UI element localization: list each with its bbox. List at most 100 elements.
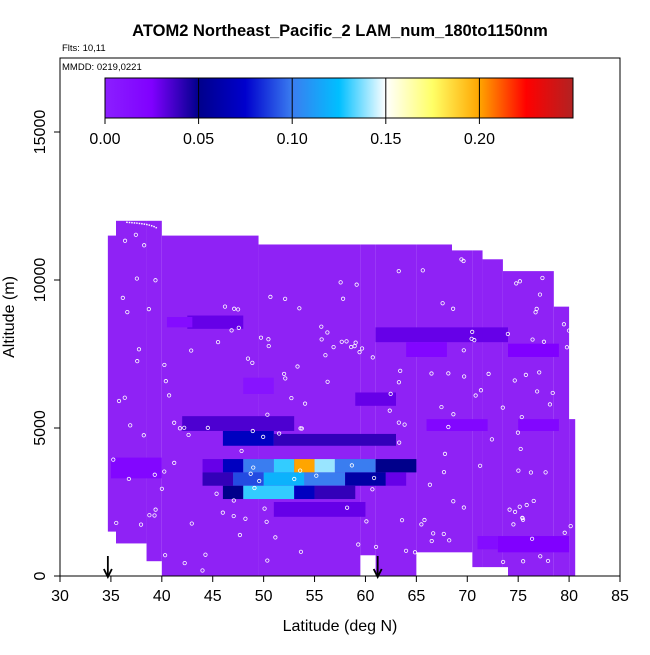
sample-marker bbox=[299, 426, 304, 431]
x-tick-label: 70 bbox=[458, 588, 476, 605]
sample-marker bbox=[319, 337, 324, 342]
flights-label: Flts: 10,11 bbox=[62, 43, 106, 54]
sample-marker bbox=[277, 431, 282, 436]
sample-marker bbox=[189, 348, 194, 353]
sample-marker bbox=[245, 356, 251, 361]
sample-marker bbox=[412, 550, 418, 555]
sample-marker bbox=[486, 371, 491, 376]
sample-marker bbox=[252, 485, 257, 491]
sample-marker bbox=[163, 379, 168, 384]
sample-marker bbox=[451, 412, 456, 417]
sample-marker bbox=[172, 460, 177, 466]
sample-marker bbox=[200, 568, 205, 573]
heatmap-cell bbox=[233, 472, 264, 486]
sample-marker bbox=[163, 553, 168, 558]
sample-marker bbox=[515, 430, 521, 435]
heatmap-cell bbox=[182, 416, 295, 431]
sample-marker bbox=[319, 324, 324, 329]
sample-marker bbox=[461, 348, 466, 353]
sample-marker bbox=[243, 516, 248, 521]
sample-marker bbox=[135, 359, 140, 364]
sample-marker bbox=[203, 552, 208, 557]
sample-marker bbox=[478, 388, 484, 393]
x-tick-label: 35 bbox=[102, 588, 120, 605]
sample-marker bbox=[373, 544, 379, 550]
sample-marker bbox=[521, 559, 526, 564]
sample-marker bbox=[266, 337, 271, 342]
sample-marker bbox=[545, 558, 551, 564]
sample-marker bbox=[314, 473, 319, 478]
sample-marker bbox=[535, 389, 540, 394]
sample-marker bbox=[152, 472, 157, 477]
sample-marker bbox=[461, 505, 466, 510]
sample-marker bbox=[231, 513, 236, 519]
sample-marker bbox=[517, 279, 523, 284]
sample-marker bbox=[186, 432, 191, 438]
sample-marker bbox=[261, 434, 266, 439]
heatmap-cell bbox=[304, 472, 346, 486]
x-tick-label: 45 bbox=[204, 588, 222, 605]
x-tick-label: 50 bbox=[255, 588, 273, 605]
heatmap-cell bbox=[202, 472, 234, 486]
sample-marker bbox=[248, 471, 253, 476]
heatmap-cell bbox=[187, 315, 244, 329]
x-tick-label: 65 bbox=[407, 588, 425, 605]
sample-marker bbox=[441, 470, 447, 475]
heatmap-cell bbox=[385, 472, 407, 486]
sample-marker bbox=[257, 478, 262, 484]
coverage-cell bbox=[107, 235, 116, 532]
sample-marker bbox=[564, 345, 570, 350]
sample-marker bbox=[136, 347, 142, 352]
sample-marker bbox=[550, 390, 555, 396]
heatmap-cell bbox=[243, 485, 295, 500]
sample-marker bbox=[264, 519, 269, 524]
sample-marker bbox=[237, 532, 243, 538]
sample-marker bbox=[331, 344, 336, 350]
sample-marker bbox=[512, 378, 517, 383]
sample-marker bbox=[266, 343, 271, 349]
colorbar-gradient bbox=[104, 77, 574, 119]
sample-marker bbox=[114, 520, 119, 526]
sample-marker bbox=[357, 350, 362, 355]
arrow-markers bbox=[103, 556, 383, 580]
heatmap-cell bbox=[334, 459, 376, 473]
y-axis: 0 5000 10000 15000 bbox=[32, 110, 60, 580]
heatmap-cell bbox=[314, 459, 335, 473]
sample-marker bbox=[153, 278, 158, 283]
coverage-cell bbox=[375, 244, 417, 576]
sample-marker bbox=[338, 280, 343, 285]
sample-marker bbox=[524, 502, 529, 508]
coverage-cell bbox=[416, 244, 452, 553]
sample-marker bbox=[339, 339, 344, 344]
heatmap-cell bbox=[355, 392, 396, 406]
sample-marker bbox=[402, 422, 407, 427]
sample-marker bbox=[352, 343, 357, 349]
sample-marker bbox=[561, 322, 567, 327]
sample-marker bbox=[516, 468, 521, 473]
sample-marker bbox=[125, 310, 130, 315]
heatmap-cell bbox=[166, 317, 193, 328]
sample-marker bbox=[500, 559, 506, 565]
sample-marker bbox=[359, 346, 365, 351]
sample-marker bbox=[344, 505, 350, 510]
heatmap-cell bbox=[406, 342, 447, 357]
sample-marker bbox=[250, 360, 255, 365]
coverage-cell bbox=[258, 244, 361, 576]
sample-marker bbox=[356, 542, 361, 547]
coverage-cell bbox=[569, 419, 576, 576]
sample-marker bbox=[138, 522, 144, 527]
sample-marker bbox=[388, 391, 393, 397]
sample-marker bbox=[442, 451, 448, 456]
coverage-cell bbox=[553, 306, 570, 576]
heatmap-cell bbox=[477, 536, 498, 550]
x-axis: 30 35 40 45 50 55 60 65 70 75 80 85 bbox=[51, 576, 629, 605]
sample-marker bbox=[289, 395, 294, 401]
sample-marker bbox=[427, 482, 433, 487]
sample-marker bbox=[167, 393, 172, 398]
sample-marker bbox=[251, 465, 256, 470]
sample-marker bbox=[182, 560, 187, 566]
y-axis-label: Altitude (m) bbox=[1, 276, 18, 358]
sample-marker bbox=[205, 425, 210, 430]
x-tick-label: 30 bbox=[51, 588, 69, 605]
heatmap-cell bbox=[375, 459, 417, 473]
